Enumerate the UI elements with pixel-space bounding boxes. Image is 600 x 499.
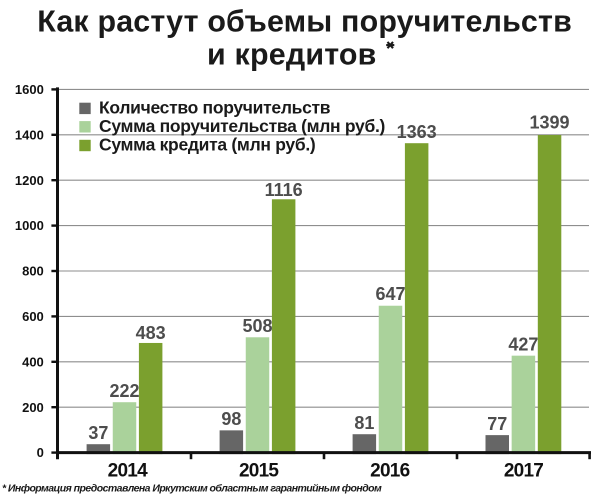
svg-text:2016: 2016 (370, 461, 409, 482)
svg-text:2017: 2017 (504, 461, 543, 482)
svg-text:647: 647 (375, 284, 405, 304)
svg-text:Сумма кредита (млн руб.): Сумма кредита (млн руб.) (99, 135, 315, 155)
svg-text:400: 400 (22, 354, 44, 369)
svg-text:98: 98 (221, 409, 241, 429)
svg-text:81: 81 (354, 413, 374, 433)
svg-text:483: 483 (136, 323, 166, 343)
svg-text:1399: 1399 (530, 113, 570, 133)
svg-text:Как растут объемы поручительст: Как растут объемы поручительств (37, 5, 572, 39)
svg-text:* Информация предоставлена Ирк: * Информация предоставлена Иркутским обл… (2, 482, 382, 494)
svg-text:77: 77 (487, 414, 507, 434)
svg-text:37: 37 (88, 423, 108, 443)
svg-text:222: 222 (109, 381, 139, 401)
svg-text:0: 0 (37, 445, 44, 460)
svg-text:1400: 1400 (15, 127, 44, 142)
svg-text:508: 508 (242, 316, 272, 336)
svg-text:1116: 1116 (265, 180, 303, 200)
svg-text:427: 427 (508, 334, 538, 354)
svg-text:2014: 2014 (108, 461, 148, 482)
svg-text:1000: 1000 (15, 218, 44, 233)
svg-text:1600: 1600 (15, 82, 44, 97)
svg-text:и кредитов: и кредитов (207, 38, 377, 72)
svg-text:2015: 2015 (239, 461, 279, 482)
svg-text:600: 600 (22, 309, 44, 324)
svg-text:200: 200 (22, 400, 44, 415)
svg-text:Сумма поручительства (млн руб.: Сумма поручительства (млн руб.) (99, 116, 385, 136)
svg-text:1363: 1363 (397, 122, 437, 142)
svg-text:800: 800 (22, 264, 44, 279)
svg-text:1200: 1200 (15, 173, 44, 188)
svg-text:Количество поручительств: Количество поручительств (99, 97, 331, 117)
